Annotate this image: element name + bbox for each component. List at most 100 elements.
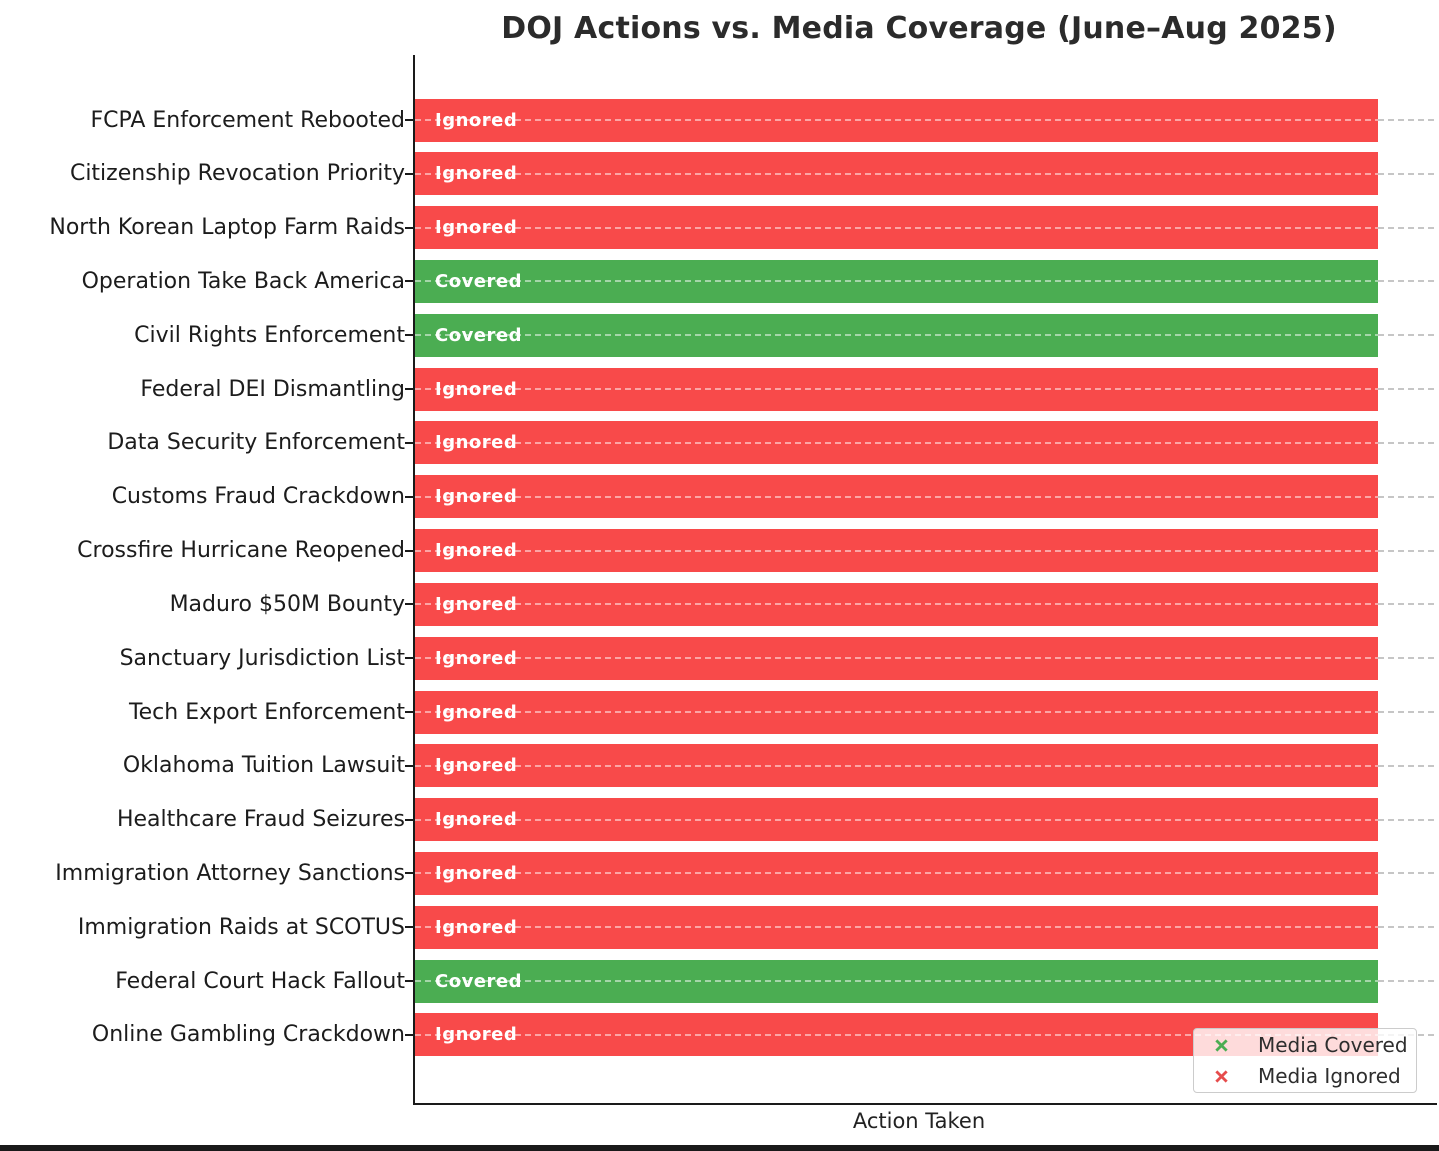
bar-row: Federal DEI Dismantling Ignored — [140, 367, 1437, 411]
gridline-right-of-bar — [1378, 711, 1437, 714]
gridline-on-bar — [415, 711, 1378, 714]
x-marker-covered-icon — [1215, 1038, 1228, 1052]
gridline-on-bar — [415, 549, 1378, 552]
y-axis-category-label: Online Gambling Crackdown — [91, 1022, 405, 1048]
bar-row: Customs Fraud Crackdown Ignored — [112, 475, 1437, 519]
bottom-window-edge — [0, 1145, 1439, 1151]
y-axis-category-label: Operation Take Back America — [81, 268, 405, 294]
gridline-on-bar — [415, 872, 1378, 875]
y-axis-tick — [405, 226, 413, 229]
bar-row: Crossfire Hurricane Reopened Ignored — [77, 529, 1437, 573]
gridline-on-bar — [415, 280, 1378, 283]
y-axis-category-label: Sanctuary Jurisdiction List — [119, 645, 405, 671]
gridline-on-bar — [415, 226, 1378, 229]
y-axis-category-label: Federal DEI Dismantling — [140, 376, 405, 402]
bar-row: Oklahoma Tuition Lawsuit Ignored — [123, 744, 1437, 788]
gridline-right-of-bar — [1378, 226, 1437, 229]
gridline-right-of-bar — [1378, 388, 1437, 391]
bar-row: Data Security Enforcement Ignored — [107, 421, 1437, 465]
bar-status-label: Ignored — [435, 755, 518, 777]
bar-status-label: Ignored — [435, 862, 518, 884]
x-axis-label: Action Taken — [852, 1109, 986, 1133]
bar-status-label: Ignored — [435, 809, 518, 831]
bar-status-label: Ignored — [435, 163, 518, 185]
bar-row: FCPA Enforcement Rebooted Ignored — [90, 98, 1437, 142]
y-axis-tick — [405, 334, 413, 337]
gridline-on-bar — [415, 926, 1378, 929]
bar-row: Federal Court Hack Fallout Covered — [115, 959, 1437, 1003]
legend-label-media-ignored: Media Ignored — [1258, 1064, 1401, 1088]
bar-status-label: Ignored — [435, 432, 518, 454]
gridline-right-of-bar — [1378, 172, 1437, 175]
chart-title: DOJ Actions vs. Media Coverage (June–Aug… — [501, 11, 1337, 46]
y-axis-category-label: Maduro $50M Bounty — [169, 591, 405, 617]
bar-row: Maduro $50M Bounty Ignored — [170, 582, 1437, 626]
gridline-on-bar — [415, 764, 1378, 767]
legend-entry-media-ignored: Media Ignored — [1194, 1064, 1416, 1088]
gridline-right-of-bar — [1378, 603, 1437, 606]
gridline-on-bar — [415, 334, 1378, 337]
y-axis-tick — [405, 711, 413, 714]
y-axis-tick — [405, 549, 413, 552]
bar-status-label: Ignored — [435, 540, 518, 562]
bar-status-label: Ignored — [435, 217, 518, 239]
bar-status-label: Ignored — [435, 109, 518, 131]
legend-entry-media-covered: Media Covered — [1194, 1033, 1416, 1057]
gridline-right-of-bar — [1378, 872, 1437, 875]
gridline-right-of-bar — [1378, 441, 1437, 444]
y-axis-tick — [405, 495, 413, 498]
y-axis-tick — [405, 657, 413, 660]
y-axis-tick — [405, 1033, 413, 1036]
gridline-on-bar — [415, 1033, 1378, 1036]
bar-row: Tech Export Enforcement Ignored — [129, 690, 1437, 734]
gridline-right-of-bar — [1378, 926, 1437, 929]
gridline-on-bar — [415, 495, 1378, 498]
bar-row: Civil Rights Enforcement Covered — [134, 313, 1437, 357]
gridline-on-bar — [415, 119, 1378, 121]
gridline-right-of-bar — [1378, 549, 1437, 552]
y-axis-tick — [405, 441, 413, 444]
bar-status-label: Ignored — [435, 593, 518, 615]
bar-row: Immigration Attorney Sanctions Ignored — [55, 851, 1437, 895]
bar-status-label: Ignored — [435, 1024, 518, 1046]
bar-status-label: Covered — [435, 970, 522, 992]
y-axis-tick — [405, 280, 413, 283]
bar-row: Immigration Raids at SCOTUS Ignored — [78, 905, 1437, 949]
gridline-on-bar — [415, 388, 1378, 391]
bar-status-label: Ignored — [435, 378, 518, 400]
gridline-right-of-bar — [1378, 980, 1437, 983]
y-axis-category-label: Data Security Enforcement — [107, 430, 405, 456]
bar-row: Operation Take Back America Covered — [82, 259, 1437, 303]
bar-status-label: Ignored — [435, 486, 518, 508]
bar-row: Sanctuary Jurisdiction List Ignored — [120, 636, 1437, 680]
y-axis-tick — [405, 980, 413, 983]
gridline-right-of-bar — [1378, 818, 1437, 821]
gridline-right-of-bar — [1378, 764, 1437, 767]
y-axis-tick — [405, 926, 413, 929]
gridline-right-of-bar — [1378, 657, 1437, 660]
y-axis-tick — [405, 764, 413, 767]
plot-area: FCPA Enforcement Rebooted Ignored Citize… — [49, 55, 1437, 1105]
y-axis-category-label: Immigration Raids at SCOTUS — [77, 914, 405, 940]
bar-status-label: Covered — [435, 270, 522, 292]
x-marker-ignored-icon — [1215, 1069, 1228, 1083]
y-axis-tick — [405, 119, 413, 121]
y-axis-tick — [405, 872, 413, 875]
y-axis-tick — [405, 172, 413, 175]
gridline-on-bar — [415, 818, 1378, 821]
legend-label-media-covered: Media Covered — [1258, 1033, 1408, 1057]
legend: Media Covered Media Ignored — [1193, 1028, 1417, 1093]
y-axis-category-label: Healthcare Fraud Seizures — [116, 807, 405, 833]
gridline-right-of-bar — [1378, 280, 1437, 283]
y-axis-category-label: Civil Rights Enforcement — [134, 322, 405, 348]
bar-status-label: Ignored — [435, 916, 518, 938]
bar-status-label: Covered — [435, 324, 522, 346]
gridline-on-bar — [415, 657, 1378, 660]
gridline-on-bar — [415, 603, 1378, 606]
y-axis-category-label: Customs Fraud Crackdown — [111, 484, 405, 510]
gridline-on-bar — [415, 172, 1378, 175]
y-axis-category-label: Crossfire Hurricane Reopened — [77, 538, 405, 564]
bar-status-label: Ignored — [435, 647, 518, 669]
gridline-on-bar — [415, 441, 1378, 444]
